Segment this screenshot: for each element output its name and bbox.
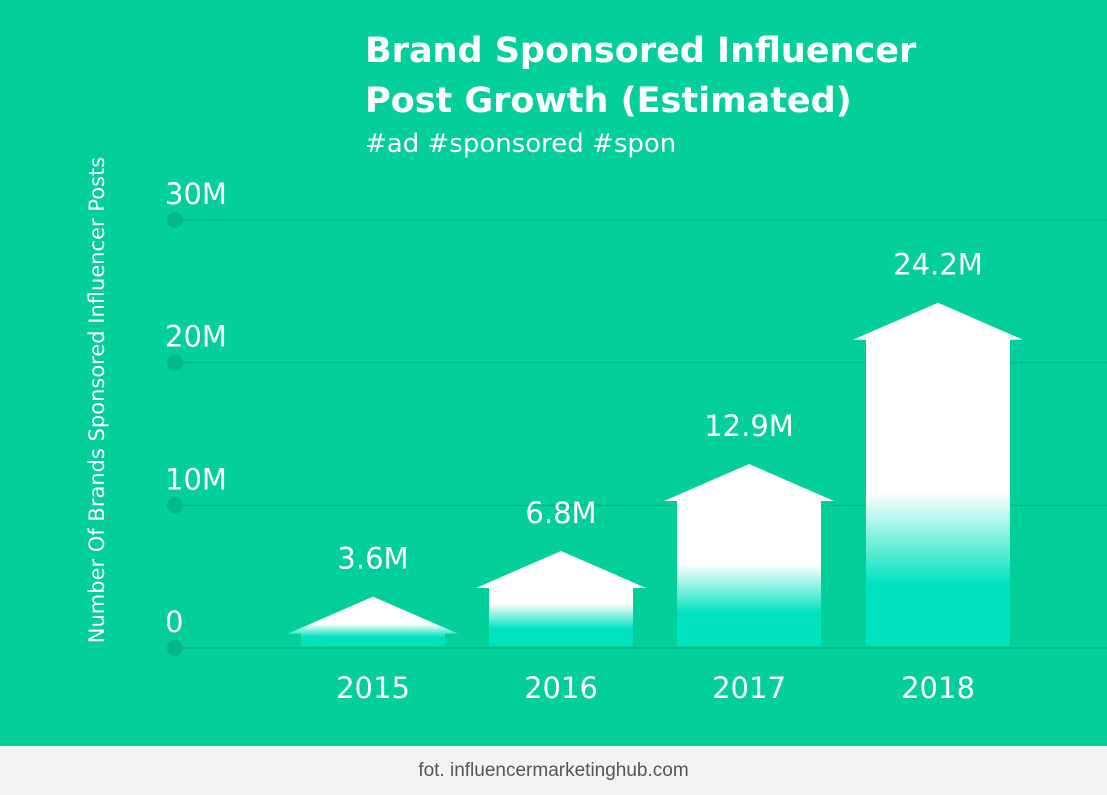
arrow-bar	[853, 302, 1023, 646]
chart-title-line2: Post Growth (Estimated)	[365, 81, 852, 121]
value-label: 12.9M	[704, 409, 794, 443]
chart-subtitle: #ad #sponsored #spon	[365, 129, 676, 159]
x-tick-label: 2015	[336, 671, 410, 705]
y-tick-label: 30M	[165, 177, 227, 211]
bar-2016: 6.8M 2016	[476, 496, 646, 705]
y-tick-label: 10M	[165, 462, 227, 496]
chart-card: Brand Sponsored Influencer Post Growth (…	[0, 0, 1107, 746]
value-label: 6.8M	[525, 496, 596, 530]
gridline-dot	[167, 354, 183, 371]
y-axis-label: Number Of Brands Sponsored Influencer Po…	[85, 157, 109, 643]
gridline-dot	[167, 212, 183, 228]
bar-2017: 12.9M 2017	[664, 409, 834, 705]
arrow-bar	[664, 463, 834, 646]
gridline-dot	[167, 640, 183, 656]
y-tick-label: 0	[165, 605, 183, 639]
value-label: 3.6M	[337, 542, 408, 576]
gridline-dot	[167, 497, 183, 514]
y-tick-label: 20M	[165, 320, 227, 354]
image-credit: fot. influencermarketinghub.com	[418, 759, 689, 781]
footer: fot. influencermarketinghub.com	[0, 746, 1107, 795]
arrow-bar	[288, 596, 458, 646]
chart-title-line1: Brand Sponsored Influencer	[365, 31, 917, 71]
arrow-bar	[476, 550, 646, 646]
x-tick-label: 2018	[901, 671, 975, 705]
x-tick-label: 2017	[712, 671, 786, 705]
bar-2018: 24.2M 2018	[853, 248, 1023, 705]
chart: Brand Sponsored Influencer Post Growth (…	[85, 31, 1107, 705]
x-tick-label: 2016	[524, 671, 598, 705]
value-label: 24.2M	[893, 248, 983, 282]
bar-2015: 3.6M 2015	[288, 542, 458, 705]
